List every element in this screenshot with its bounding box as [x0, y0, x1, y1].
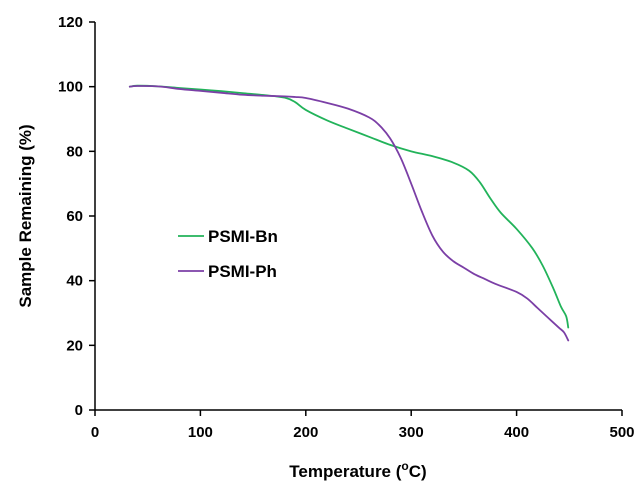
- y-tick-label: 40: [66, 273, 83, 290]
- y-tick-label: 80: [66, 143, 83, 160]
- series-layer: [128, 84, 570, 342]
- x-tick-label: 400: [504, 424, 529, 441]
- x-axis-title-text: Temperature (: [289, 462, 401, 481]
- x-tick-label: 100: [188, 424, 213, 441]
- x-ticks: 0 100 200 300 400 500: [91, 410, 635, 441]
- y-ticks: 0 20 40 60 80 100 120: [58, 14, 95, 419]
- x-axis-title-unit: C): [409, 462, 427, 481]
- y-tick-label: 120: [58, 14, 83, 31]
- y-tick-label: 100: [58, 79, 83, 96]
- axes: [94, 22, 622, 411]
- x-tick-label: 0: [91, 424, 99, 441]
- series-line-psmi-ph: [128, 85, 570, 342]
- x-tick-label: 300: [399, 424, 424, 441]
- series-line-psmi-bn: [128, 84, 570, 329]
- legend-label-psmi-ph: PSMI-Ph: [208, 262, 277, 281]
- x-axis-title-superscript: o: [401, 459, 408, 473]
- x-tick-label: 200: [293, 424, 318, 441]
- y-tick-label: 60: [66, 208, 83, 225]
- y-tick-label: 0: [75, 402, 83, 419]
- x-tick-label: 500: [609, 424, 634, 441]
- legend-label-psmi-bn: PSMI-Bn: [208, 227, 278, 246]
- x-axis-title: Temperature (oC): [289, 459, 426, 481]
- y-axis-title: Sample Remaining (%): [16, 124, 35, 307]
- legend: PSMI-Bn PSMI-Ph: [178, 227, 278, 281]
- y-tick-label: 20: [66, 337, 83, 354]
